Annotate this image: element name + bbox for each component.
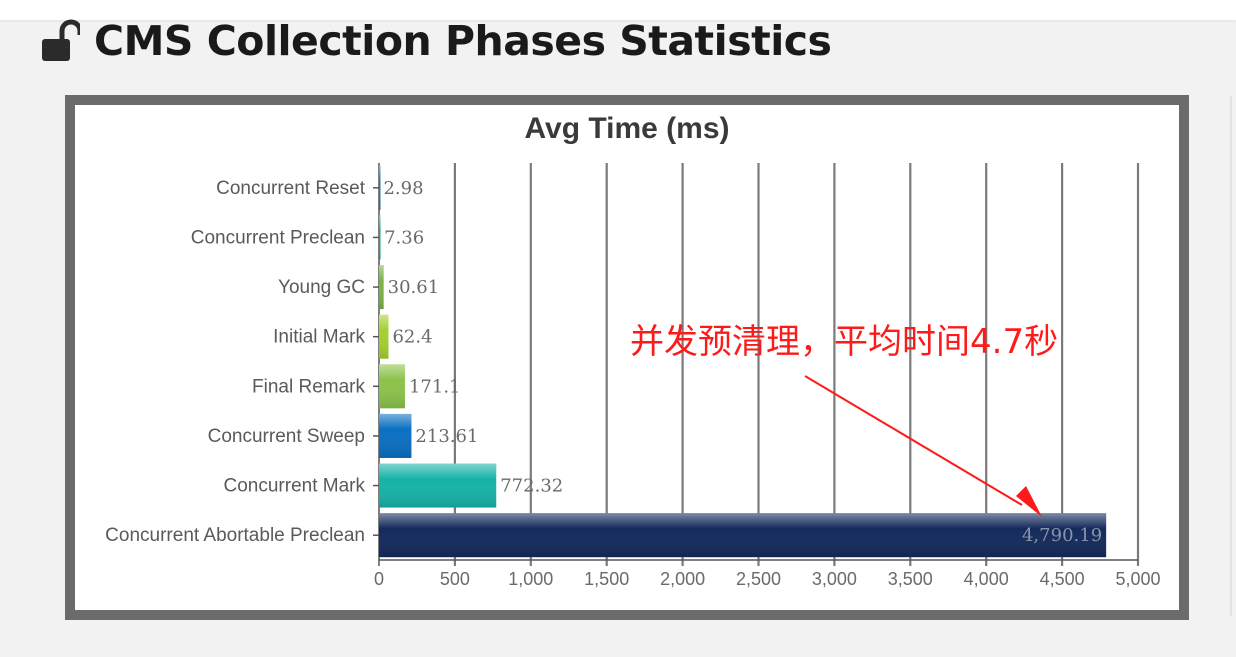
adjacent-panel-edge [1230,96,1232,616]
x-tick-label: 1,000 [508,569,553,589]
bar-highlight [379,463,497,508]
bar-highlight [379,314,389,359]
x-tick-label: 5,000 [1115,569,1160,589]
annotation-text: 并发预清理，平均时间4.7秒 [630,322,1059,362]
bar-value-label: 62.4 [392,327,432,348]
bar-value-label: 772.32 [500,476,563,497]
bar-highlight [379,413,412,458]
category-label: Concurrent Abortable Preclean [105,525,365,546]
category-label: Young GC [278,277,365,298]
page-title: CMS Collection Phases Statistics [94,17,832,65]
x-tick-label: 2,500 [736,569,781,589]
bar-value-label: 30.61 [388,277,440,298]
category-label: Initial Mark [273,327,365,348]
category-label: Concurrent Preclean [191,227,365,248]
chart-frame: Avg Time (ms) 0 500 1,000 1,500 2,000 2,500 3,… [65,95,1189,620]
x-tick-label: 1,500 [584,569,629,589]
category-label: Final Remark [252,376,365,397]
category-label: Concurrent Mark [224,476,366,497]
x-tick-label: 500 [440,569,470,589]
chart-panel: Avg Time (ms) 0 500 1,000 1,500 2,000 2,500 3,… [75,105,1179,610]
chart-title: Avg Time (ms) [524,112,729,145]
page-heading: CMS Collection Phases Statistics [40,14,832,68]
bar-highlight [379,364,405,409]
bar-highlight [379,513,1107,558]
bar-highlight [379,165,381,210]
bar-highlight [379,265,384,310]
x-tick-label: 4,000 [964,569,1009,589]
bar-value-label: 213.61 [415,426,478,447]
category-label: Concurrent Reset [216,178,366,199]
bar-value-label: 4,790.19 [1022,525,1102,546]
bar-value-label: 7.36 [384,227,424,248]
bar-highlight [379,215,381,260]
bar-value-label: 171.1 [409,376,461,397]
x-tick-label: 0 [374,569,384,589]
x-tick-label: 4,500 [1040,569,1085,589]
x-tick-label: 2,000 [660,569,705,589]
unlocked-padlock-icon [42,19,80,61]
avg-time-bar-chart: Avg Time (ms) 0 500 1,000 1,500 2,000 2,500 3,… [105,112,1160,589]
x-tick-label: 3,500 [888,569,933,589]
top-bar [0,0,1236,20]
bar-value-label: 2.98 [383,178,423,199]
category-label: Concurrent Sweep [208,426,365,447]
x-tick-label: 3,000 [812,569,857,589]
